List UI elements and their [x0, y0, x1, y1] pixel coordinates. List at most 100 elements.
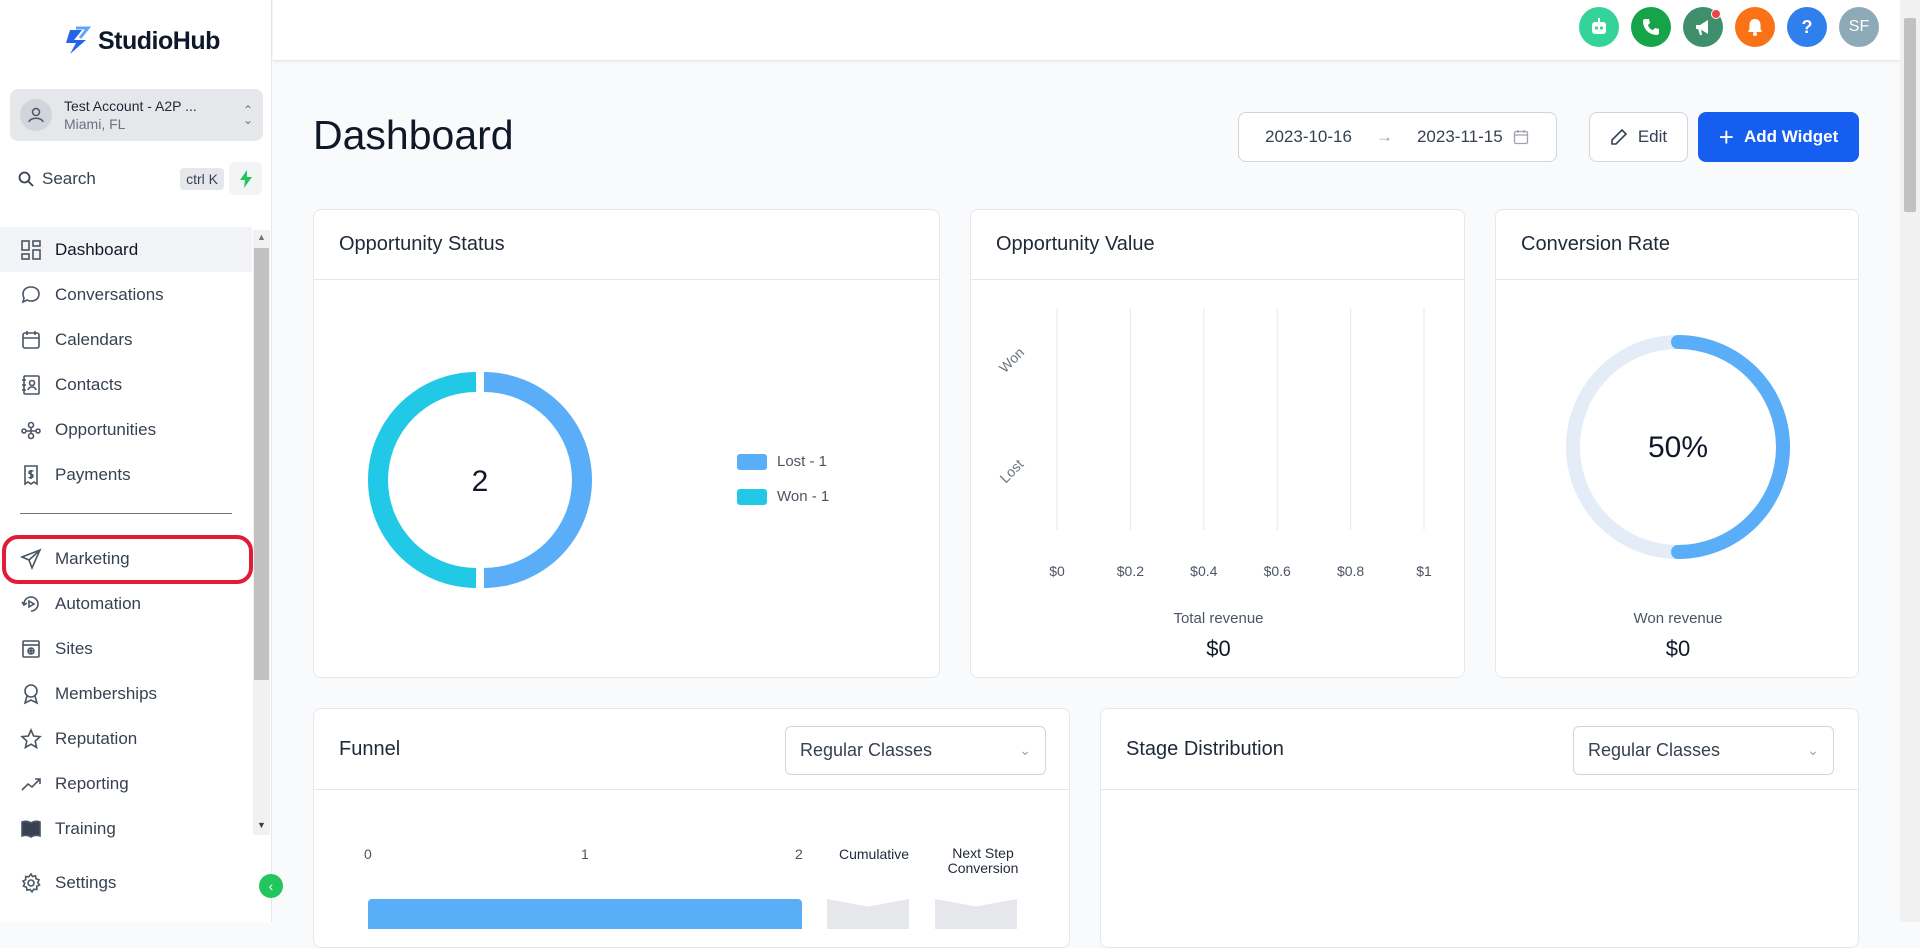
- account-switcher[interactable]: Test Account - A2P ... Miami, FL ⌃ ⌄: [10, 89, 263, 141]
- sidebar-item-memberships[interactable]: Memberships: [0, 671, 252, 716]
- sidebar-item-label: Conversations: [55, 284, 164, 304]
- chat-icon: [21, 285, 40, 303]
- x-tick-label: $0.6: [1264, 563, 1291, 579]
- legend-swatch: [737, 488, 767, 505]
- card-title: Stage Distribution: [1101, 709, 1858, 790]
- sidebar-item-contacts[interactable]: Contacts: [0, 362, 252, 407]
- card-title: Opportunity Value: [971, 210, 1464, 280]
- funnel-axis-tick: 0: [364, 846, 372, 862]
- trend-icon: [21, 777, 41, 791]
- sidebar-item-reputation[interactable]: Reputation: [0, 716, 252, 761]
- sidebar-item-label: Opportunities: [55, 419, 157, 439]
- sidebar-scrollbar-thumb[interactable]: [254, 248, 269, 680]
- cumulative-chevron: [827, 899, 909, 929]
- date-range-picker[interactable]: 2023-10-16 → 2023-11-15: [1238, 112, 1557, 162]
- phone-button[interactable]: [1631, 7, 1671, 47]
- sidebar-item-conversations[interactable]: Conversations: [0, 272, 252, 317]
- book-icon: [21, 820, 41, 838]
- sidebar-item-training[interactable]: Training: [0, 806, 252, 851]
- conversion-rate-gauge: 50%: [1566, 335, 1790, 559]
- help-label: ?: [1801, 16, 1813, 37]
- add-widget-button[interactable]: + Add Widget: [1698, 112, 1859, 162]
- opportunity-status-donut: 2: [368, 372, 592, 588]
- sidebar-item-label: Training: [55, 818, 116, 838]
- automation-icon: [21, 595, 39, 612]
- x-tick-label: $0.8: [1337, 563, 1364, 579]
- page-scrollbar-thumb[interactable]: [1904, 18, 1916, 212]
- legend-swatch: [737, 453, 767, 470]
- legend-item-won[interactable]: Won - 1: [737, 488, 829, 505]
- scroll-down-arrow-icon[interactable]: ▼: [257, 820, 266, 830]
- opportunity-status-card: Opportunity Status 2 Lost - 1 Won - 1: [313, 209, 940, 678]
- page-scrollbar[interactable]: [1900, 0, 1920, 922]
- funnel-card: Funnel Regular Classes ⌄ 0 1 2 Cumulativ…: [313, 708, 1070, 948]
- sites-icon: [22, 639, 40, 658]
- sidebar-item-sites[interactable]: Sites: [0, 626, 252, 671]
- sidebar-item-marketing[interactable]: Marketing: [0, 536, 252, 581]
- sidebar-item-payments[interactable]: Payments: [0, 452, 252, 497]
- account-name: Test Account - A2P ...: [64, 98, 197, 114]
- funnel-pipeline-select[interactable]: Regular Classes ⌄: [785, 726, 1046, 775]
- account-icon: [20, 99, 52, 131]
- account-location: Miami, FL: [64, 116, 126, 132]
- sidebar-item-label: Reporting: [55, 773, 129, 793]
- announcements-button[interactable]: [1683, 7, 1723, 47]
- sidebar-item-settings[interactable]: Settings: [20, 872, 116, 894]
- ai-bot-button[interactable]: [1579, 7, 1619, 47]
- phone-icon: [1643, 19, 1659, 35]
- page-title: Dashboard: [313, 112, 514, 158]
- edit-label: Edit: [1637, 127, 1668, 146]
- y-category-label: Lost: [996, 456, 1026, 486]
- card-title: Conversion Rate: [1496, 210, 1858, 280]
- edit-button[interactable]: Edit: [1589, 112, 1688, 162]
- top-bar: ? SF: [273, 0, 1901, 61]
- won-revenue-label: Won revenue: [1633, 610, 1723, 627]
- sidebar-item-label: Marketing: [55, 548, 130, 568]
- funnel-axis-tick: 1: [581, 846, 589, 862]
- date-end: 2023-11-15: [1416, 127, 1503, 146]
- sidebar-item-dashboard[interactable]: Dashboard: [0, 227, 252, 272]
- avatar[interactable]: SF: [1839, 7, 1879, 47]
- avatar-initials: SF: [1848, 18, 1870, 35]
- sidebar-item-opportunities[interactable]: Opportunities: [0, 407, 252, 452]
- sidebar-item-reporting[interactable]: Reporting: [0, 761, 252, 806]
- chevron-left-icon: ‹: [268, 878, 274, 894]
- sidebar-nav: Dashboard Conversations Calendars Contac…: [0, 227, 252, 851]
- help-button[interactable]: ?: [1787, 7, 1827, 47]
- calendar-icon: [22, 330, 40, 349]
- gauge-progress-arc: [1671, 335, 1790, 559]
- logo-icon: [66, 26, 92, 54]
- quick-actions-button[interactable]: [229, 162, 262, 195]
- total-revenue-label: Total revenue: [1173, 610, 1264, 627]
- sidebar-item-label: Reputation: [55, 728, 138, 748]
- sidebar-item-label: Settings: [55, 873, 117, 892]
- gear-icon: [21, 872, 41, 894]
- contacts-icon: [22, 374, 40, 395]
- cumulative-header: Cumulative: [838, 846, 910, 862]
- app-logo[interactable]: StudioHub: [64, 26, 220, 56]
- stage-pipeline-select[interactable]: Regular Classes ⌄: [1573, 726, 1834, 775]
- y-category-label: Won: [996, 344, 1027, 375]
- chevron-up-down-icon: ⌃ ⌄: [242, 103, 253, 127]
- star-icon: [20, 727, 42, 749]
- sidebar-item-calendars[interactable]: Calendars: [0, 317, 252, 362]
- legend-item-lost[interactable]: Lost - 1: [737, 453, 827, 470]
- notifications-button[interactable]: [1735, 7, 1775, 47]
- collapse-sidebar-button[interactable]: ‹: [259, 874, 283, 898]
- notification-dot: [1711, 9, 1721, 19]
- dashboard-icon: [21, 239, 41, 260]
- total-revenue-value: $0: [1206, 636, 1231, 661]
- megaphone-icon: [1696, 20, 1708, 35]
- plus-icon: +: [1718, 122, 1734, 152]
- search-button[interactable]: Search ctrl K: [10, 162, 224, 196]
- chevron-down-icon: ⌄: [1019, 742, 1031, 758]
- sidebar-item-label: Contacts: [55, 374, 123, 394]
- funnel-bar[interactable]: [368, 899, 802, 929]
- app-name: StudioHub: [98, 26, 220, 55]
- card-title: Funnel: [314, 709, 1069, 790]
- x-tick-label: $0.2: [1117, 563, 1144, 579]
- search-label: Search: [42, 169, 96, 188]
- scroll-up-arrow-icon[interactable]: ▲: [257, 232, 266, 242]
- bell-icon: [1748, 19, 1762, 36]
- sidebar-item-automation[interactable]: Automation: [0, 581, 252, 626]
